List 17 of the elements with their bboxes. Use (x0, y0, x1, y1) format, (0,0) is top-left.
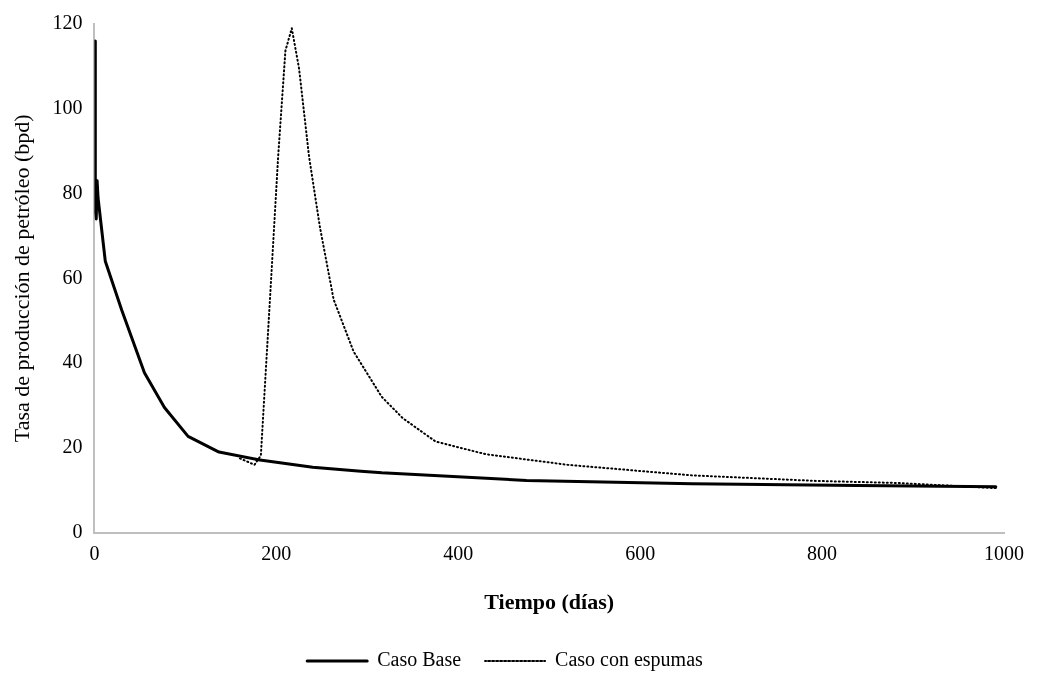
x-tick-label: 800 (807, 541, 838, 564)
y-tick-label: 80 (62, 180, 83, 203)
x-tick-label: 200 (261, 541, 292, 564)
x-tick-label: 1000 (984, 541, 1024, 564)
x-tick-label: 0 (89, 541, 100, 564)
x-axis-title: Tiempo (días) (484, 589, 615, 615)
y-tick-label: 120 (52, 11, 83, 34)
y-tick-label: 60 (62, 265, 83, 288)
y-tick-label: 20 (62, 435, 83, 458)
y-tick-label: 100 (52, 96, 83, 119)
legend-label: Caso con espumas (555, 648, 704, 672)
y-tick-label: 40 (62, 350, 83, 373)
y-tick-label: 0 (72, 519, 83, 542)
y-axis-title: Tasa de producción de petróleo (bpd) (8, 114, 34, 443)
legend-label: Caso Base (377, 648, 462, 671)
x-tick-label: 600 (625, 541, 656, 564)
x-tick-label: 400 (443, 541, 474, 564)
